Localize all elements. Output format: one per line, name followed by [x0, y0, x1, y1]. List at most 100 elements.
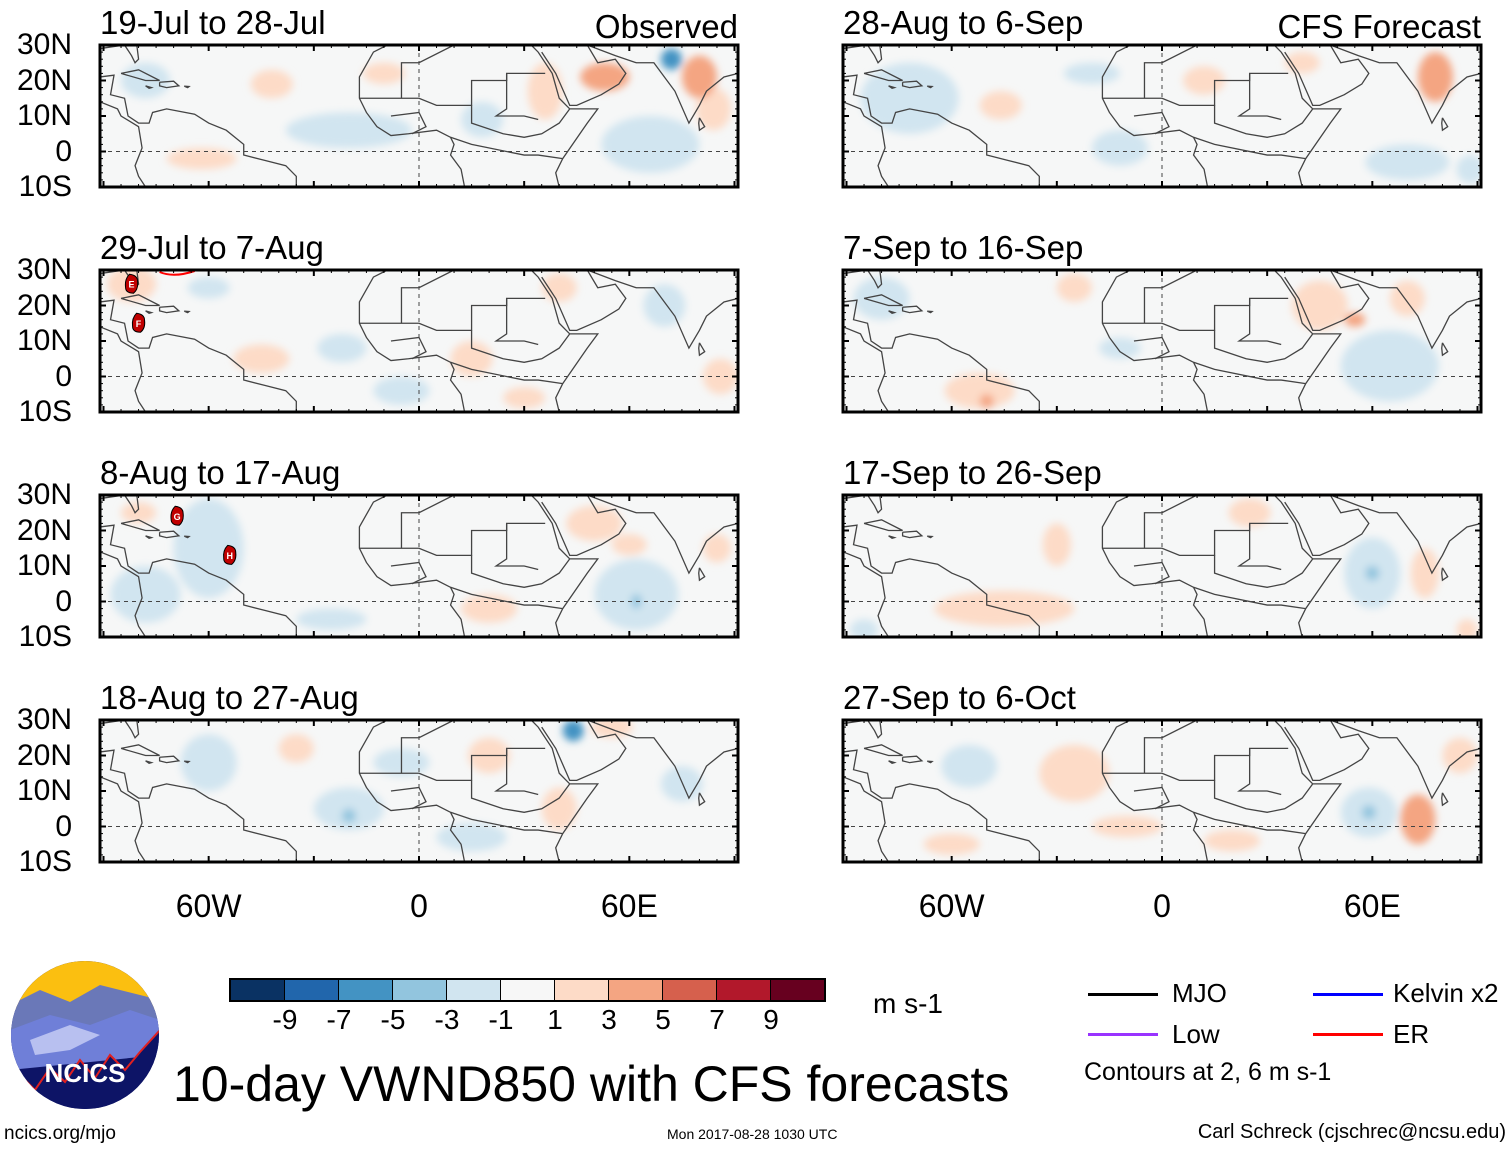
coastline [1193, 586, 1306, 610]
coastline [100, 749, 297, 862]
coastline [1273, 720, 1343, 862]
northerly-anomaly [601, 116, 700, 173]
coastline [843, 776, 890, 862]
lat-label: 20N [16, 63, 72, 97]
panel-label: Observed [594, 8, 738, 45]
coastline [901, 305, 924, 314]
coastline [1143, 495, 1198, 549]
coastline [863, 744, 903, 757]
footer-url[interactable]: ncics.org/mjo [4, 1123, 116, 1144]
coastline [1236, 523, 1282, 571]
lon-label: 60E [600, 888, 658, 924]
storm-name: F [136, 319, 142, 329]
northerly-anomaly [941, 744, 998, 788]
panel-label: CFS Forecast [1277, 8, 1481, 45]
lon-label: 0 [1153, 888, 1171, 924]
northerly-anomaly [1063, 62, 1120, 85]
coastline [587, 720, 738, 800]
coastline [158, 80, 181, 89]
coastline [1441, 792, 1449, 807]
southerly-anomaly [278, 734, 314, 763]
panel-title: 8-Aug to 17-Aug [100, 454, 341, 491]
southerly-anomaly [450, 341, 493, 377]
coastline [120, 519, 160, 532]
coastline [587, 45, 738, 125]
southerly-anomaly [166, 147, 237, 170]
colorbar-tick: 3 [601, 1004, 617, 1035]
coastline [1330, 270, 1481, 350]
lat-label: 10N [16, 549, 72, 582]
coastline [120, 294, 160, 307]
northerly-anomaly [180, 734, 237, 791]
southerly-anomaly [934, 590, 1075, 627]
coastline [843, 326, 890, 412]
colorbar [229, 978, 826, 1002]
panel-title: 27-Sep to 6-Oct [843, 679, 1076, 716]
southerly-anomaly [541, 787, 577, 831]
coastline [1143, 45, 1198, 99]
panel-title: 19-Jul to 28-Jul [100, 4, 326, 41]
coastline [1101, 495, 1209, 637]
southerly-anomaly [1344, 312, 1366, 327]
legend-low-line [1088, 1033, 1158, 1036]
coastline [158, 755, 181, 764]
map-panel [841, 718, 1483, 864]
coastline [183, 310, 191, 314]
legend-mjo: MJO [1172, 978, 1227, 1008]
lon-label: 0 [410, 888, 428, 924]
coastline [358, 270, 466, 412]
coastline [100, 524, 297, 637]
southerly-anomaly [580, 62, 630, 92]
southerly-anomaly [1284, 52, 1320, 74]
coastline [926, 85, 934, 89]
coastline [450, 136, 563, 160]
northerly-anomaly [317, 333, 367, 363]
coastline [493, 523, 539, 571]
coastline [145, 85, 154, 90]
coastline [1143, 270, 1198, 324]
southerly-anomaly [1056, 273, 1092, 302]
coastline [1213, 555, 1314, 588]
panel-title: 7-Sep to 16-Sep [843, 229, 1084, 266]
colorbar-swatch [501, 980, 555, 1000]
coastline [400, 270, 455, 324]
northerly-anomaly [285, 112, 412, 148]
tropical-cyclone-icon: G [170, 505, 184, 526]
northerly-anomaly [110, 566, 181, 623]
colorbar-tick: -1 [488, 1004, 514, 1035]
southerly-anomaly [1042, 523, 1071, 566]
northerly-anomaly [660, 48, 682, 70]
coastline [390, 336, 427, 360]
coastline [587, 495, 738, 575]
southerly-anomaly [250, 69, 293, 99]
coastline [1236, 73, 1282, 121]
colorbar-tick: -3 [434, 1004, 460, 1035]
coastline [400, 720, 455, 774]
colorbar-tick: 5 [655, 1004, 671, 1035]
coastline [470, 330, 571, 363]
colorbar-swatch [231, 980, 285, 1000]
coastline [120, 69, 160, 82]
northerly-anomaly [643, 284, 686, 327]
coastline [1213, 780, 1314, 813]
southerly-anomaly [566, 505, 623, 542]
coastline [358, 495, 466, 637]
coastline [1273, 45, 1343, 187]
lat-label: 10N [16, 324, 72, 357]
southerly-anomaly [527, 62, 563, 120]
coastline [470, 105, 571, 138]
coastline [1284, 720, 1370, 781]
map-panel [98, 43, 740, 189]
northerly-anomaly [341, 808, 356, 823]
southerly-anomaly [702, 358, 738, 395]
lat-label: 10S [18, 620, 72, 653]
map-panel [841, 493, 1483, 639]
coastline [145, 310, 154, 315]
coastline [541, 45, 627, 106]
coastline [358, 45, 466, 187]
lat-label: 0 [55, 359, 72, 393]
coastline [358, 720, 466, 862]
southerly-anomaly [1039, 744, 1110, 802]
coastline [158, 530, 181, 539]
